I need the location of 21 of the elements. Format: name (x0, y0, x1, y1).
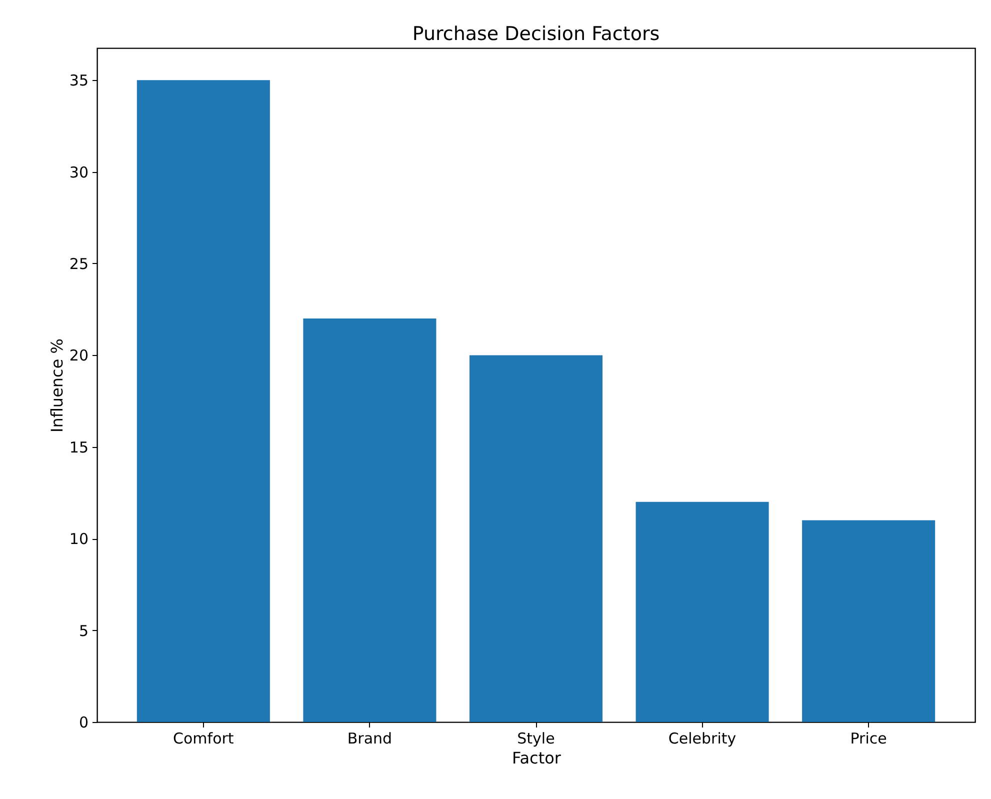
x-axis-title: Factor (512, 748, 562, 768)
bar (802, 520, 936, 722)
x-tick-label: Style (517, 730, 555, 748)
y-tick-label: 5 (78, 622, 88, 640)
chart-title: Purchase Decision Factors (412, 23, 660, 45)
bar (636, 502, 769, 722)
y-tick-label: 0 (78, 714, 88, 732)
x-tick-label: Price (850, 730, 887, 748)
bar (303, 318, 436, 722)
y-axis-title: Influence % (47, 338, 66, 432)
x-tick-label: Celebrity (668, 730, 736, 748)
bar (136, 80, 270, 722)
y-tick-label: 25 (69, 254, 88, 273)
x-tick-label: Brand (347, 730, 392, 748)
y-tick-label: 30 (69, 163, 88, 182)
bar (469, 355, 603, 722)
y-tick-label: 10 (69, 530, 88, 548)
x-tick-label: Comfort (173, 730, 234, 748)
y-tick-label: 20 (69, 346, 88, 365)
y-tick-label: 15 (69, 438, 88, 456)
y-tick-label: 35 (69, 72, 88, 90)
